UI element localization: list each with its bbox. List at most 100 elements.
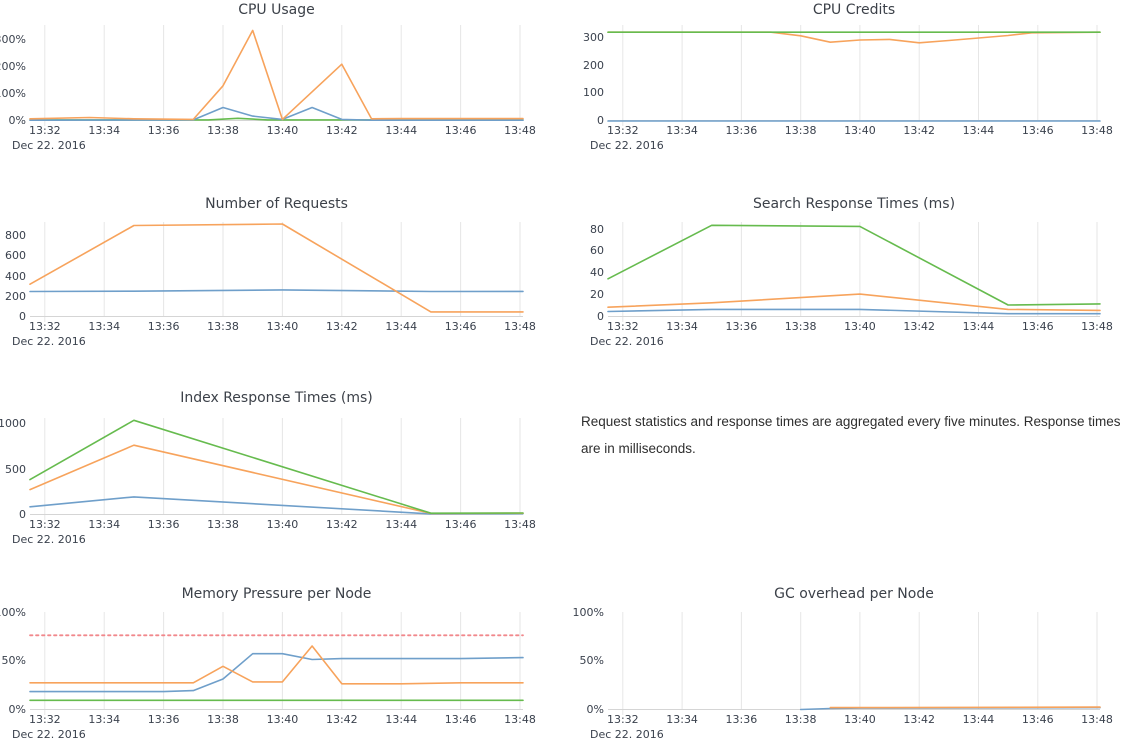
x-tick-label: 13:36 (147, 713, 180, 726)
y-tick-label: 100% (0, 605, 26, 619)
series-line-blue (29, 289, 524, 293)
x-axis-date-label: Dec 22. 2016 (12, 335, 86, 348)
x-tick-label: 13:42 (325, 713, 358, 726)
x-tick-label: 13:40 (844, 320, 876, 333)
series-line-green (607, 224, 1101, 306)
x-tick-label: 13:40 (844, 124, 876, 137)
plot-area-index-response-times[interactable] (29, 418, 524, 520)
x-tick-label: 13:42 (325, 518, 358, 531)
plot-area-cpu-credits[interactable] (607, 25, 1101, 126)
x-axis-date-label: Dec 22. 2016 (590, 139, 664, 152)
x-tick-label: 13:48 (504, 320, 536, 333)
series-line-orange (607, 293, 1101, 312)
plot-area-number-of-requests[interactable] (29, 222, 524, 322)
y-tick-label: 80 (590, 222, 604, 236)
x-tick-label: 13:46 (444, 320, 477, 333)
chart-title-cpu-usage: CPU Usage (238, 2, 315, 18)
x-tick-label: 13:32 (28, 124, 61, 137)
x-tick-label: 13:34 (88, 320, 121, 333)
x-tick-label: 13:48 (504, 713, 536, 726)
x-tick-label: 13:34 (88, 518, 121, 531)
x-tick-label: 13:40 (266, 124, 299, 137)
plot-area-cpu-usage[interactable] (29, 25, 524, 126)
x-tick-label: 13:34 (88, 713, 121, 726)
y-tick-label: 200 (583, 58, 604, 72)
chart-title-index-response-times: Index Response Times (ms) (180, 390, 373, 406)
x-tick-label: 13:36 (725, 713, 758, 726)
x-tick-label: 13:38 (784, 320, 817, 333)
x-tick-label: 13:44 (962, 124, 995, 137)
x-tick-label: 13:38 (207, 320, 239, 333)
series-line-orange (29, 29, 524, 121)
series-line-orange (29, 645, 524, 685)
x-tick-label: 13:32 (28, 320, 61, 333)
y-tick-label: 200 (5, 289, 26, 303)
x-tick-label: 13:34 (666, 124, 698, 137)
series-line-orange (29, 223, 524, 313)
x-tick-label: 13:32 (28, 518, 61, 531)
x-axis-date-label: Dec 22. 2016 (590, 335, 664, 348)
y-tick-label: 100% (572, 605, 604, 619)
x-tick-label: 13:34 (666, 713, 698, 726)
y-tick-label: 0% (586, 703, 604, 716)
x-tick-label: 13:46 (444, 518, 477, 531)
y-tick-label: 0 (19, 508, 26, 521)
y-tick-label: 800 (5, 229, 26, 243)
x-tick-label: 13:38 (784, 124, 817, 137)
y-tick-label: 100% (0, 86, 26, 100)
y-tick-label: 50% (1, 654, 26, 668)
x-tick-label: 13:48 (504, 124, 536, 137)
series-line-blue (29, 652, 524, 693)
x-tick-label: 13:32 (606, 320, 639, 333)
x-tick-label: 13:48 (504, 518, 536, 531)
x-axis-date-label: Dec 22. 2016 (12, 139, 86, 152)
x-tick-label: 13:40 (266, 320, 299, 333)
x-tick-label: 13:36 (725, 320, 758, 333)
y-tick-label: 100 (583, 86, 604, 100)
plot-area-search-response-times[interactable] (607, 222, 1101, 322)
x-tick-label: 13:32 (606, 124, 639, 137)
x-tick-label: 13:36 (147, 124, 180, 137)
y-tick-label: 0 (597, 310, 604, 323)
x-tick-label: 13:32 (606, 713, 639, 726)
x-tick-label: 13:44 (385, 124, 418, 137)
x-tick-label: 13:46 (444, 124, 477, 137)
x-tick-label: 13:34 (88, 124, 121, 137)
chart-title-gc-overhead: GC overhead per Node (774, 586, 934, 602)
x-tick-label: 13:46 (1021, 713, 1054, 726)
x-tick-label: 13:40 (844, 713, 876, 726)
x-tick-label: 13:44 (385, 713, 418, 726)
y-tick-label: 0 (19, 310, 26, 323)
series-line-orange (607, 31, 1101, 44)
y-tick-label: 600 (5, 249, 26, 263)
x-tick-label: 13:46 (1021, 320, 1054, 333)
x-tick-label: 13:38 (207, 518, 239, 531)
x-tick-label: 13:48 (1081, 320, 1113, 333)
x-tick-label: 13:38 (784, 713, 817, 726)
y-tick-label: 300 (583, 30, 604, 44)
series-line-orange (829, 706, 1101, 709)
x-tick-label: 13:42 (903, 124, 936, 137)
x-tick-label: 13:42 (903, 320, 936, 333)
x-tick-label: 13:46 (444, 713, 477, 726)
plot-area-gc-overhead[interactable] (608, 612, 1101, 715)
x-tick-label: 13:44 (385, 320, 418, 333)
y-tick-label: 200% (0, 59, 26, 73)
x-tick-label: 13:44 (962, 713, 995, 726)
plot-area-memory-pressure[interactable] (29, 612, 524, 715)
x-axis-date-label: Dec 22. 2016 (590, 728, 664, 741)
x-tick-label: 13:36 (147, 518, 180, 531)
y-tick-label: 20 (590, 288, 604, 302)
x-tick-label: 13:48 (1081, 713, 1113, 726)
y-tick-label: 400 (5, 269, 26, 283)
series-line-green (29, 419, 524, 514)
x-tick-label: 13:34 (666, 320, 698, 333)
aggregation-note: Request statistics and response times ar… (581, 414, 1121, 456)
x-axis-date-label: Dec 22. 2016 (12, 728, 86, 741)
x-tick-label: 13:38 (207, 124, 239, 137)
x-tick-label: 13:42 (325, 124, 358, 137)
x-axis-date-label: Dec 22. 2016 (12, 533, 86, 546)
chart-title-number-of-requests: Number of Requests (205, 196, 348, 212)
chart-title-cpu-credits: CPU Credits (812, 2, 896, 18)
x-tick-label: 13:46 (1021, 124, 1054, 137)
